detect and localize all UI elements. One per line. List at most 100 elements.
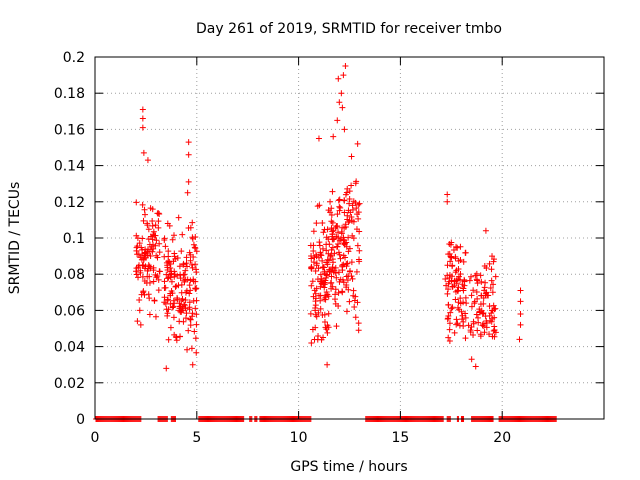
data-point (447, 258, 454, 265)
data-point (489, 333, 496, 340)
data-point (342, 63, 349, 70)
data-point (156, 268, 163, 275)
data-point (183, 260, 190, 267)
data-point (335, 269, 342, 276)
data-point (353, 178, 360, 185)
data-point (348, 153, 355, 160)
data-point (466, 277, 473, 284)
data-point (168, 278, 175, 285)
data-point (142, 252, 149, 259)
data-point (167, 261, 174, 268)
data-point (335, 75, 342, 82)
data-point (468, 292, 475, 299)
data-point (139, 106, 146, 113)
data-point (178, 248, 185, 255)
data-point (460, 299, 467, 306)
data-point (192, 335, 199, 342)
data-point (321, 296, 328, 303)
data-point (312, 304, 319, 311)
data-point (147, 246, 154, 253)
data-point (454, 244, 461, 251)
data-point (169, 236, 176, 243)
data-point (185, 151, 192, 158)
data-point (319, 245, 326, 252)
data-point (463, 300, 470, 307)
data-point (150, 278, 157, 285)
data-point (184, 276, 191, 283)
data-point (155, 224, 162, 231)
data-point (186, 282, 193, 289)
data-point (170, 232, 177, 239)
data-point (192, 286, 199, 293)
data-point (480, 321, 487, 328)
data-point (163, 271, 170, 278)
data-point (349, 275, 356, 282)
data-point (310, 259, 317, 266)
data-point (490, 302, 497, 309)
data-point (459, 316, 466, 323)
data-point (314, 203, 321, 210)
data-point (174, 255, 181, 262)
data-point (452, 269, 459, 276)
data-point (462, 314, 469, 321)
data-point (487, 285, 494, 292)
data-point (355, 327, 362, 334)
data-point (345, 286, 352, 293)
data-point (161, 294, 168, 301)
data-point (150, 231, 157, 238)
data-point (144, 220, 151, 227)
data-point (168, 287, 175, 294)
data-point (182, 315, 189, 322)
data-point (152, 222, 159, 229)
data-point (346, 195, 353, 202)
data-point (446, 338, 453, 345)
data-point (339, 263, 346, 270)
data-point (473, 311, 480, 318)
data-point (491, 314, 498, 321)
data-point (355, 215, 362, 222)
data-point (186, 249, 193, 256)
data-point (492, 273, 499, 280)
data-point (167, 324, 174, 331)
data-point (171, 253, 178, 260)
data-point (177, 333, 184, 340)
data-point (319, 219, 326, 226)
data-point (141, 291, 148, 298)
data-point (182, 267, 189, 274)
data-point (339, 288, 346, 295)
data-point (346, 268, 353, 275)
data-point (470, 287, 477, 294)
data-point (191, 328, 198, 335)
data-point (144, 157, 151, 164)
y-tick-label: 0.16 (54, 122, 85, 138)
data-point (462, 294, 469, 301)
data-point (190, 278, 197, 285)
data-point (446, 320, 453, 327)
data-point (460, 323, 467, 330)
data-point (354, 140, 361, 147)
data-point (338, 90, 345, 97)
data-point (454, 320, 461, 327)
data-point (353, 226, 360, 233)
data-point (334, 223, 341, 230)
data-point (341, 197, 348, 204)
data-point (193, 349, 200, 356)
data-point (481, 263, 488, 270)
data-point (147, 205, 154, 212)
y-tick-label: 0.02 (54, 376, 85, 392)
data-point (354, 242, 361, 249)
data-point (332, 291, 339, 298)
x-tick-label: 20 (493, 430, 511, 446)
data-point (329, 283, 336, 290)
data-point (307, 310, 314, 317)
data-point (491, 306, 498, 313)
y-tick-label: 0.12 (54, 195, 85, 211)
data-point (346, 200, 353, 207)
data-point (166, 222, 173, 229)
data-point (459, 281, 466, 288)
y-tick-label: 0.08 (54, 267, 85, 283)
data-point (474, 327, 481, 334)
data-point (483, 324, 490, 331)
data-point (325, 250, 332, 257)
data-point (136, 307, 143, 314)
